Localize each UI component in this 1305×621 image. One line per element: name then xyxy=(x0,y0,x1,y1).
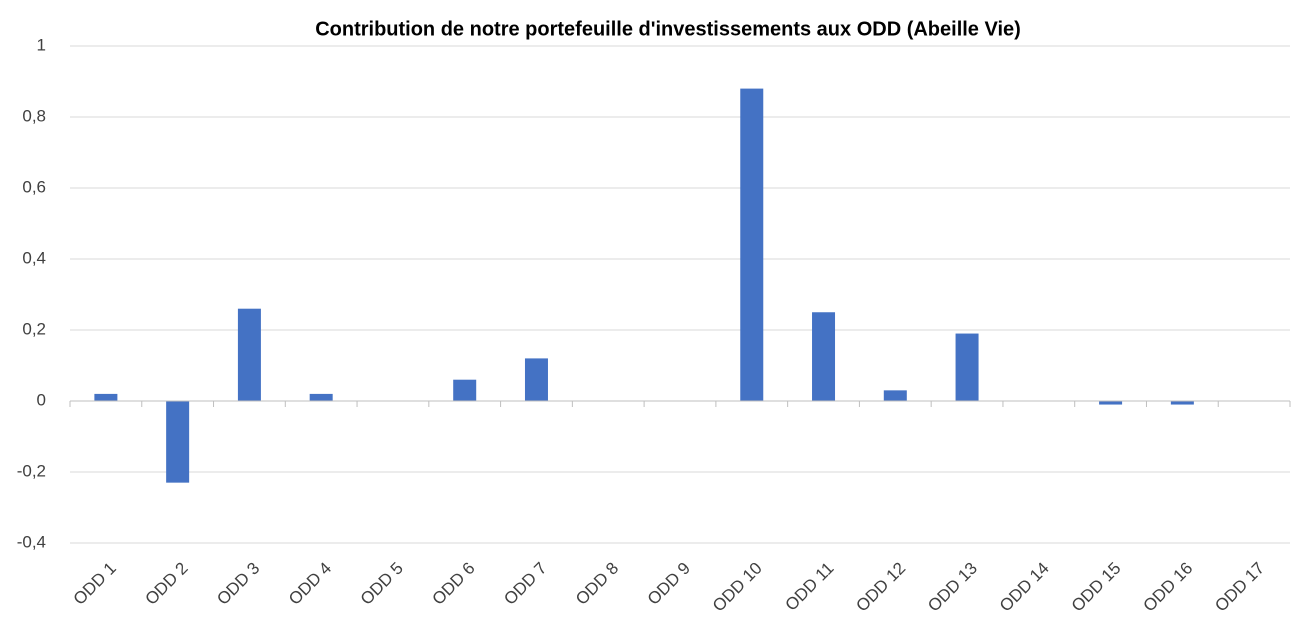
chart-title: Contribution de notre portefeuille d'inv… xyxy=(315,18,1021,40)
bar xyxy=(740,88,764,401)
bar xyxy=(883,390,907,401)
x-tick-label: ODD 10 xyxy=(709,559,766,616)
bar xyxy=(237,308,261,401)
y-tick-label: 0,6 xyxy=(22,177,46,196)
x-tick-label: ODD 11 xyxy=(782,559,838,615)
x-tick-label: ODD 3 xyxy=(213,559,263,609)
bar xyxy=(1170,401,1194,405)
x-tick-label: ODD 4 xyxy=(285,559,335,609)
x-tick-label: ODD 5 xyxy=(357,559,407,609)
x-tick-label: ODD 1 xyxy=(70,559,120,609)
y-tick-label: -0,2 xyxy=(17,461,46,480)
x-tick-label: ODD 2 xyxy=(141,559,191,609)
x-tick-label: ODD 13 xyxy=(924,559,981,616)
x-tick-label: ODD 6 xyxy=(429,559,479,609)
x-tick-label: ODD 17 xyxy=(1211,559,1268,616)
x-tick-label: ODD 14 xyxy=(996,559,1053,616)
x-tick-label: ODD 15 xyxy=(1068,559,1125,616)
y-tick-label: 0,8 xyxy=(22,106,46,125)
x-tick-label: ODD 16 xyxy=(1139,559,1196,616)
x-tick-label: ODD 12 xyxy=(852,559,909,616)
x-tick-label: ODD 9 xyxy=(644,559,694,609)
bar xyxy=(453,379,477,401)
y-tick-label: -0,4 xyxy=(17,532,46,551)
bar xyxy=(94,393,118,401)
y-tick-label: 1 xyxy=(37,35,46,54)
bar xyxy=(1099,401,1123,405)
x-tick-label: ODD 8 xyxy=(572,559,622,609)
x-tick-label: ODD 7 xyxy=(500,559,550,609)
bar xyxy=(524,358,548,401)
bar xyxy=(812,312,836,401)
bar xyxy=(309,393,333,401)
y-tick-label: 0 xyxy=(37,390,46,409)
y-tick-label: 0,4 xyxy=(22,248,46,267)
y-tick-label: 0,2 xyxy=(22,319,46,338)
bar xyxy=(955,333,979,401)
bar xyxy=(166,401,190,483)
